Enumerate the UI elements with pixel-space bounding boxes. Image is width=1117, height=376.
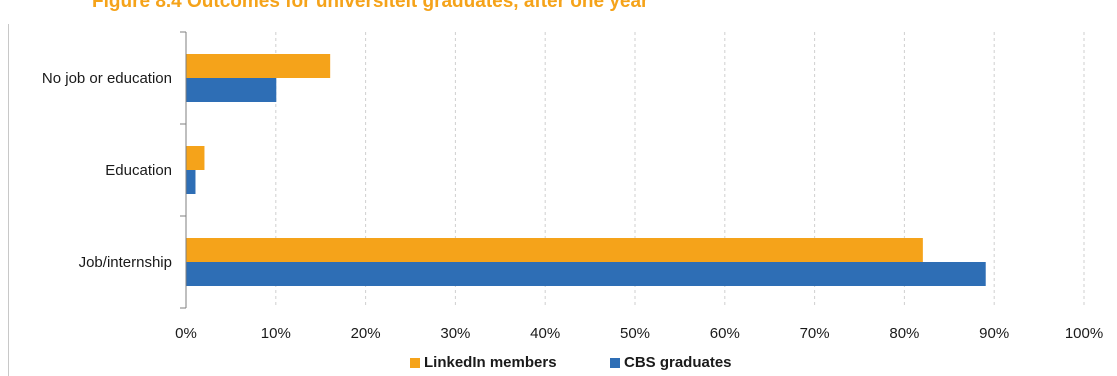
bar bbox=[186, 78, 277, 102]
category-label: No job or education bbox=[42, 70, 172, 87]
x-tick-label: 50% bbox=[620, 325, 650, 342]
legend-label: LinkedIn members bbox=[424, 354, 557, 371]
category-label: Job/internship bbox=[79, 254, 172, 271]
bar bbox=[186, 170, 196, 194]
frame-left-border bbox=[8, 24, 9, 376]
x-tick-label: 80% bbox=[889, 325, 919, 342]
x-tick-label: 70% bbox=[800, 325, 830, 342]
bar bbox=[186, 262, 986, 286]
x-tick-label: 90% bbox=[979, 325, 1009, 342]
bar bbox=[186, 146, 205, 170]
x-tick-label: 20% bbox=[351, 325, 381, 342]
x-tick-label: 60% bbox=[710, 325, 740, 342]
bar bbox=[186, 54, 331, 78]
bars bbox=[186, 54, 986, 286]
x-tick-label: 100% bbox=[1065, 325, 1103, 342]
bar bbox=[186, 238, 923, 262]
category-label: Education bbox=[105, 162, 172, 179]
x-tick-label: 10% bbox=[261, 325, 291, 342]
legend: LinkedIn members CBS graduates bbox=[410, 354, 732, 371]
category-axis bbox=[180, 31, 187, 309]
axis-labels: 0% 10% 20% 30% 40% 50% 60% 70% 80% 90% 100% No job … bbox=[42, 70, 1103, 342]
x-tick-label: 40% bbox=[530, 325, 560, 342]
legend-label: CBS graduates bbox=[624, 354, 732, 371]
x-tick-label: 0% bbox=[175, 325, 197, 342]
legend-swatch bbox=[610, 358, 620, 368]
legend-swatch bbox=[410, 358, 420, 368]
x-tick-label: 30% bbox=[440, 325, 470, 342]
chart-title: Figure 8.4 Outcomes for universiteit gra… bbox=[92, 0, 649, 12]
